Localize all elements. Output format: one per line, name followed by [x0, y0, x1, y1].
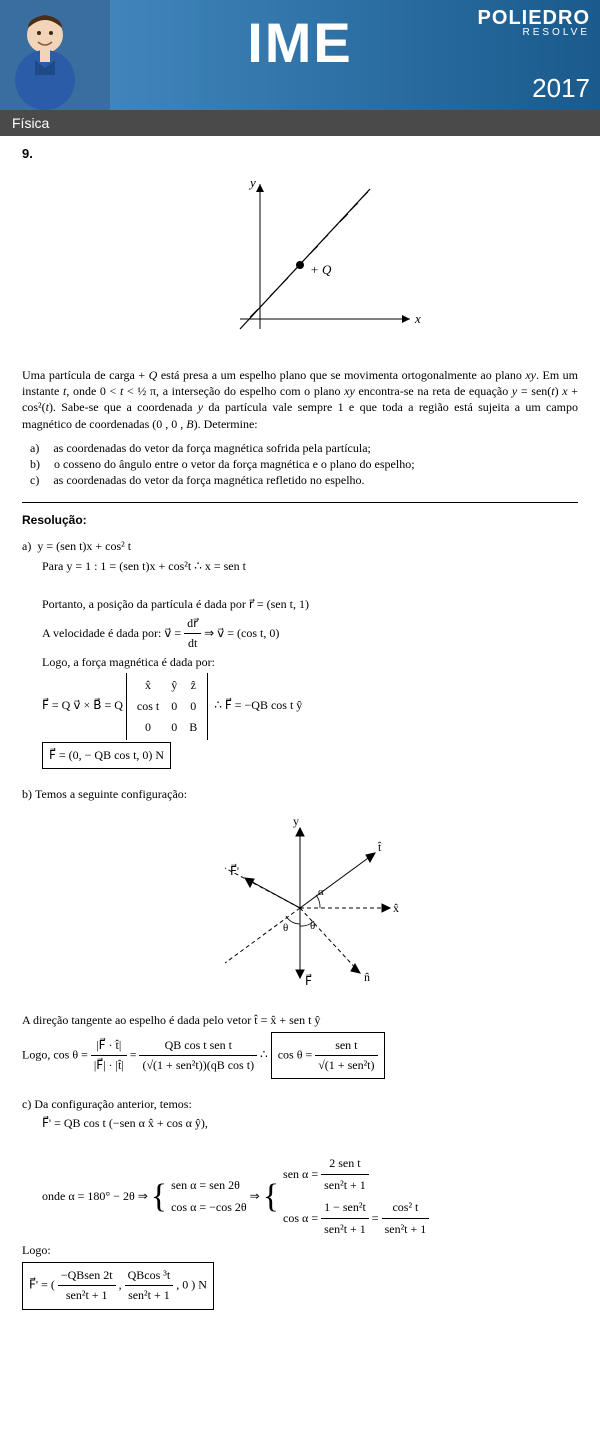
problem-statement: Uma partícula de carga + Q está presa a … [22, 367, 578, 432]
determinant-matrix: x̂ŷẑ cos t00 00B [126, 673, 208, 741]
brand-logo: POLIEDRO RESOLVE [478, 8, 590, 38]
svg-text:θ: θ [310, 920, 315, 932]
svg-text:x̂: x̂ [393, 901, 399, 915]
exam-year: 2017 [532, 73, 590, 104]
item-a: a)as coordenadas do vetor da força magné… [30, 440, 578, 456]
item-b: b)o cosseno do ângulo entre o vetor da f… [30, 456, 578, 472]
subject-bar: Física [0, 110, 600, 136]
brand-tagline: RESOLVE [478, 28, 590, 38]
page-content: 9. + Q x y Uma partícula de carga + Q es… [0, 136, 600, 1356]
diagram-mirror-xy: + Q x y [170, 169, 430, 349]
brace-2: { sen α = 2 sen tsen²t + 1 cos α = 1 − s… [263, 1153, 430, 1241]
svg-text:n̂: n̂ [364, 970, 370, 984]
svg-text:F⃗: F⃗ [305, 972, 312, 987]
answer-c-box: F⃗' = ( −QBsen 2tsen²t + 1 , QBcos ³tsen… [22, 1262, 214, 1309]
brace-1: { sen α = sen 2θ cos α = −cos 2θ [151, 1170, 247, 1224]
resolution-heading: Resolução: [22, 513, 578, 527]
separator [22, 502, 578, 503]
problem-items: a)as coordenadas do vetor da força magné… [22, 440, 578, 489]
x-axis-label: x [414, 311, 421, 326]
student-photo [0, 0, 110, 110]
header-banner: IME POLIEDRO RESOLVE 2017 [0, 0, 600, 110]
item-c: c)as coordenadas do vetor da força magné… [30, 472, 578, 488]
svg-text:θ: θ [283, 922, 288, 934]
solution-part-a: a) y = (sen t)x + cos² t Para y = 1 : 1 … [22, 537, 578, 769]
svg-text:F⃗': F⃗' [230, 862, 239, 877]
solution-body: a) y = (sen t)x + cos² t Para y = 1 : 1 … [22, 537, 578, 1309]
solution-part-b: b) Temos a seguinte configuração: [22, 785, 578, 1079]
exam-title: IME [247, 10, 353, 75]
diagram-vectors: y x̂ t̂ F⃗' F⃗ n̂ α θ θ [180, 813, 420, 1003]
brand-name: POLIEDRO [478, 8, 590, 28]
svg-text:y: y [293, 814, 299, 828]
answer-a-box: F⃗ = (0, − QB cos t, 0) N [42, 742, 171, 769]
y-axis-label: y [248, 175, 256, 190]
svg-text:t̂: t̂ [378, 840, 382, 854]
solution-part-c: c) Da configuração anterior, temos: F⃗' … [22, 1095, 578, 1310]
question-number: 9. [22, 146, 578, 161]
answer-b-box: cos θ = sen t√(1 + sen²t) [271, 1032, 385, 1079]
svg-text:α: α [318, 886, 324, 898]
point-q-label: + Q [310, 262, 332, 277]
